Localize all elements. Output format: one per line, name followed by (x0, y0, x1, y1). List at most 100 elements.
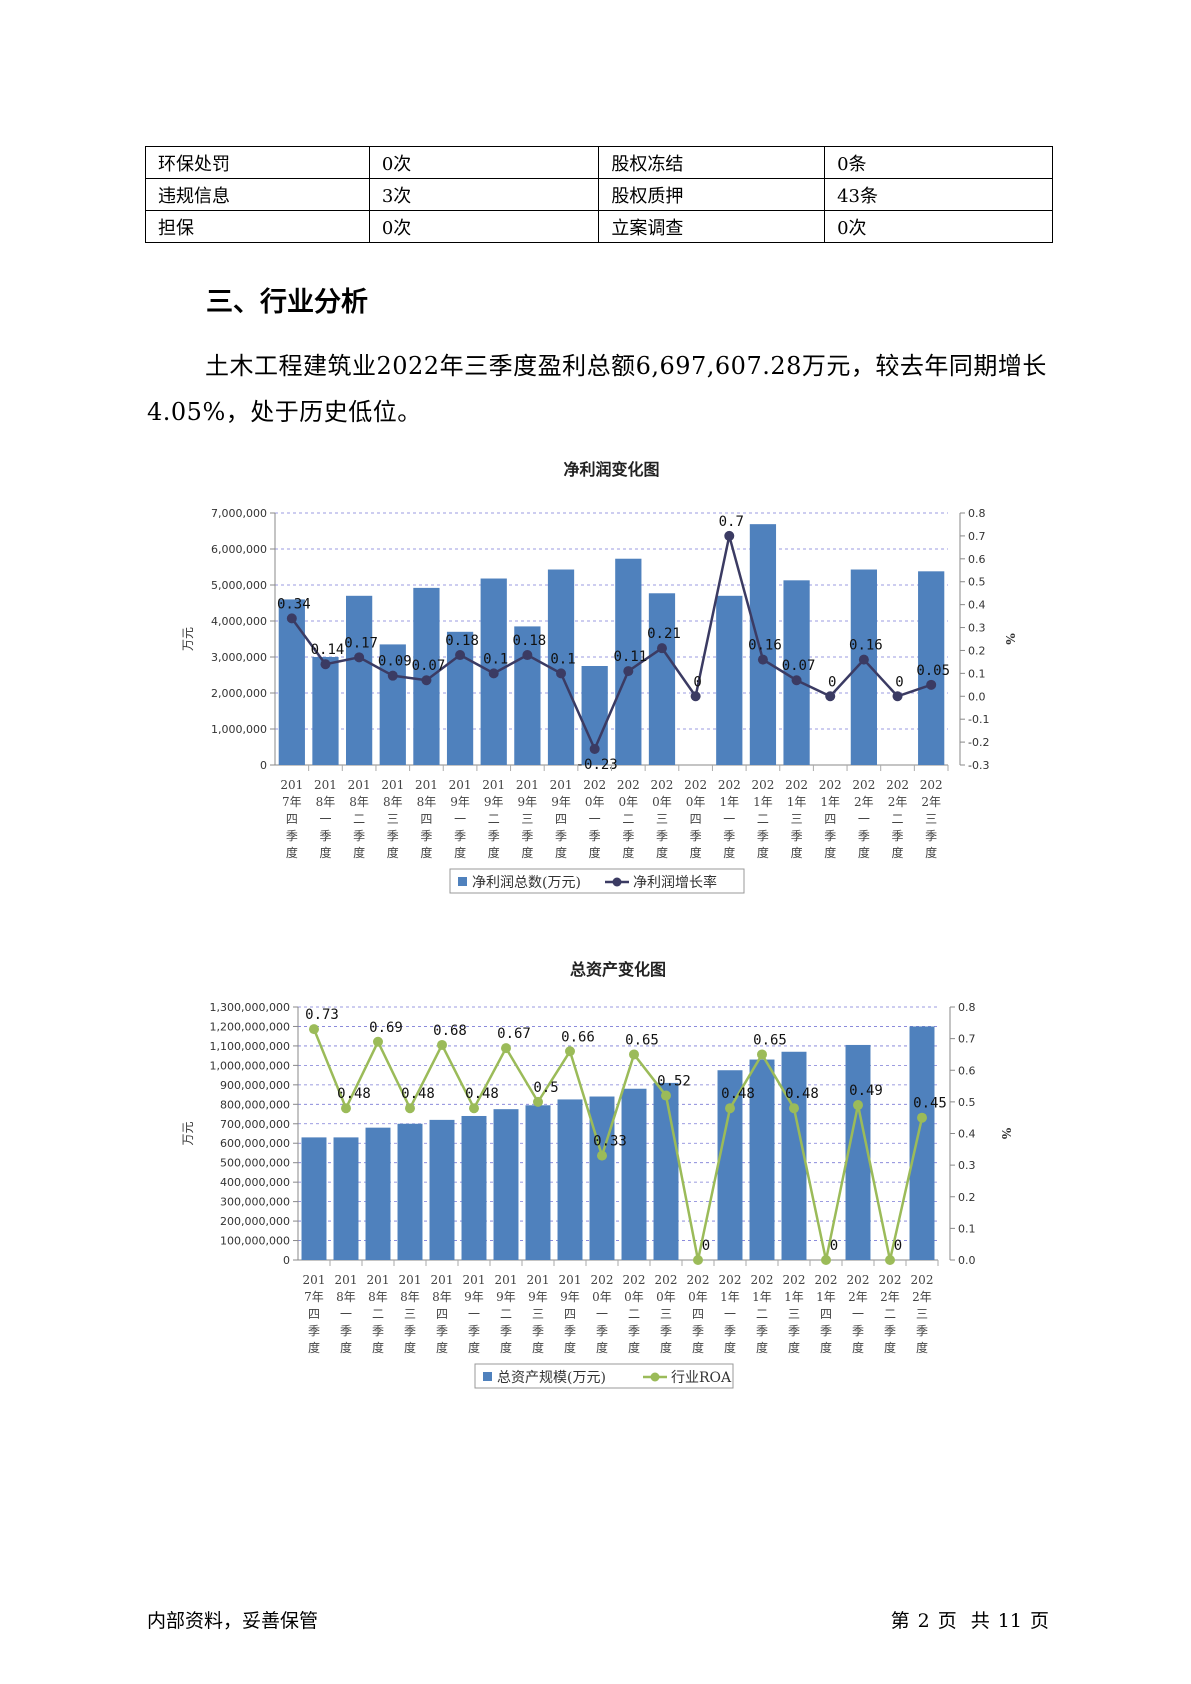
data-bar (429, 1119, 455, 1260)
x-tick-label: 度 (420, 845, 432, 860)
x-tick-label: 季 (340, 1324, 352, 1338)
risk-table-label-cell: 违规信息 (145, 178, 370, 211)
total-num: 11 (997, 1610, 1022, 1632)
x-tick-label: 201 (335, 1273, 358, 1287)
data-label: 0.65 (753, 1032, 787, 1048)
x-tick-label: 202 (879, 1273, 902, 1287)
y2-tick-label: 0.7 (968, 530, 986, 543)
x-tick-label: 202 (684, 778, 707, 792)
data-label: -0.23 (576, 757, 618, 773)
x-tick-label: 四 (692, 1307, 704, 1321)
data-label: 0.48 (337, 1086, 371, 1102)
x-tick-label: 一 (596, 1307, 608, 1321)
data-point (589, 743, 600, 754)
x-tick-label: 一 (724, 1307, 736, 1321)
x-tick-label: 度 (622, 845, 634, 860)
x-tick-label: 度 (555, 845, 567, 860)
footer-note: 内部资料，妥善保管 (147, 1610, 319, 1632)
x-tick-label: 二 (757, 812, 769, 826)
risk-table-label-cell: 担保 (145, 210, 370, 243)
x-tick-label: 0年 (619, 795, 639, 809)
x-tick-label: 202 (751, 1273, 774, 1287)
x-tick-label: 三 (521, 812, 533, 826)
section-paragraph: 土木工程建筑业2022年三季度盈利总额6,697,607.28万元，较去年同期增… (147, 352, 1047, 426)
x-tick-label: 季 (916, 1324, 928, 1338)
x-tick-label: 201 (303, 1273, 326, 1287)
x-tick-label: 0年 (592, 1290, 612, 1304)
net-profit-chart: 净利润变化图 0 1,000,000 2,000,000 3,000,000 4,000,… (180, 455, 1030, 915)
data-label: 0.67 (497, 1026, 531, 1042)
x-tick-label: 202 (815, 1273, 838, 1287)
risk-table-value-cell: 0条 (824, 146, 1053, 179)
data-point (354, 652, 365, 663)
legend-bar-label: 净利润总数(万元) (472, 875, 581, 891)
x-tick-label: 度 (589, 845, 601, 860)
x-tick-label: 201 (527, 1273, 550, 1287)
data-point (455, 650, 466, 661)
y2-tick-label: 0.0 (958, 1254, 976, 1267)
x-tick-label: 一 (319, 812, 331, 826)
data-point (533, 1096, 543, 1107)
x-tick-label: 季 (308, 1324, 320, 1338)
x-tick-label: 0年 (656, 1290, 676, 1304)
x-tick-label: 季 (596, 1324, 608, 1338)
x-tick-label: 一 (589, 812, 601, 826)
x-tick-label: 2年 (880, 1290, 900, 1304)
data-label: 0.07 (412, 658, 446, 674)
data-label: 0.49 (849, 1083, 883, 1099)
x-tick-label: 201 (381, 778, 404, 792)
data-point (757, 654, 768, 665)
legend-line-label: 行业ROA (671, 1370, 732, 1386)
data-label: 0 (828, 674, 836, 690)
y2-tick-label: 0.8 (958, 1001, 976, 1014)
x-tick-label: 1年 (816, 1290, 836, 1304)
x-tick-label: 度 (723, 845, 735, 860)
y2-tick-label: 0.7 (958, 1033, 976, 1046)
x-tick-label: 三 (788, 1307, 800, 1321)
x-tick-label: 三 (925, 812, 937, 826)
section-title: 三、行业分析 (206, 287, 368, 318)
x-tick-label: 二 (353, 812, 365, 826)
x-tick-label: 季 (521, 829, 533, 843)
x-tick-label: 四 (824, 812, 836, 826)
data-point (825, 691, 836, 702)
x-tick-label: 季 (660, 1324, 672, 1338)
x-tick-label: 度 (468, 1340, 480, 1355)
x-tick-label: 201 (367, 1273, 390, 1287)
x-tick-label: 1年 (752, 1290, 772, 1304)
x-tick-label: 度 (532, 1340, 544, 1355)
x-tick-label: 季 (488, 829, 500, 843)
x-tick-label: 一 (852, 1307, 864, 1321)
x-tick-label: 202 (623, 1273, 646, 1287)
x-tick-label: 季 (724, 1324, 736, 1338)
data-label: 0.48 (721, 1086, 755, 1102)
x-tick-label: 8年 (349, 795, 369, 809)
data-bar (781, 1051, 807, 1260)
data-point (858, 654, 869, 665)
data-label: 0 (894, 1238, 902, 1254)
x-tick-label: 度 (500, 1340, 512, 1355)
y2-tick-label: -0.3 (968, 759, 989, 772)
data-point (437, 1039, 447, 1050)
x-tick-label: 0年 (624, 1290, 644, 1304)
data-label: 0.68 (433, 1023, 467, 1039)
x-tick-label: 7年 (282, 795, 302, 809)
x-tick-label: 季 (500, 1324, 512, 1338)
data-point (565, 1046, 575, 1057)
data-label: 0 (830, 1238, 838, 1254)
x-tick-label: 季 (791, 829, 803, 843)
data-bar (589, 1096, 615, 1260)
x-tick-label: 8年 (383, 795, 403, 809)
x-tick-label: 季 (468, 1324, 480, 1338)
x-tick-label: 8年 (400, 1290, 420, 1304)
x-tick-label: 9年 (484, 795, 504, 809)
data-bar (648, 593, 676, 765)
y2-tick-label: 0.4 (968, 599, 986, 612)
data-point (320, 659, 331, 670)
x-tick-label: 202 (819, 778, 842, 792)
data-bar (365, 1127, 391, 1260)
x-tick-label: 二 (628, 1307, 640, 1321)
x-tick-label: 202 (583, 778, 606, 792)
x-tick-label: 度 (372, 1340, 384, 1355)
x-tick-label: 二 (892, 812, 904, 826)
